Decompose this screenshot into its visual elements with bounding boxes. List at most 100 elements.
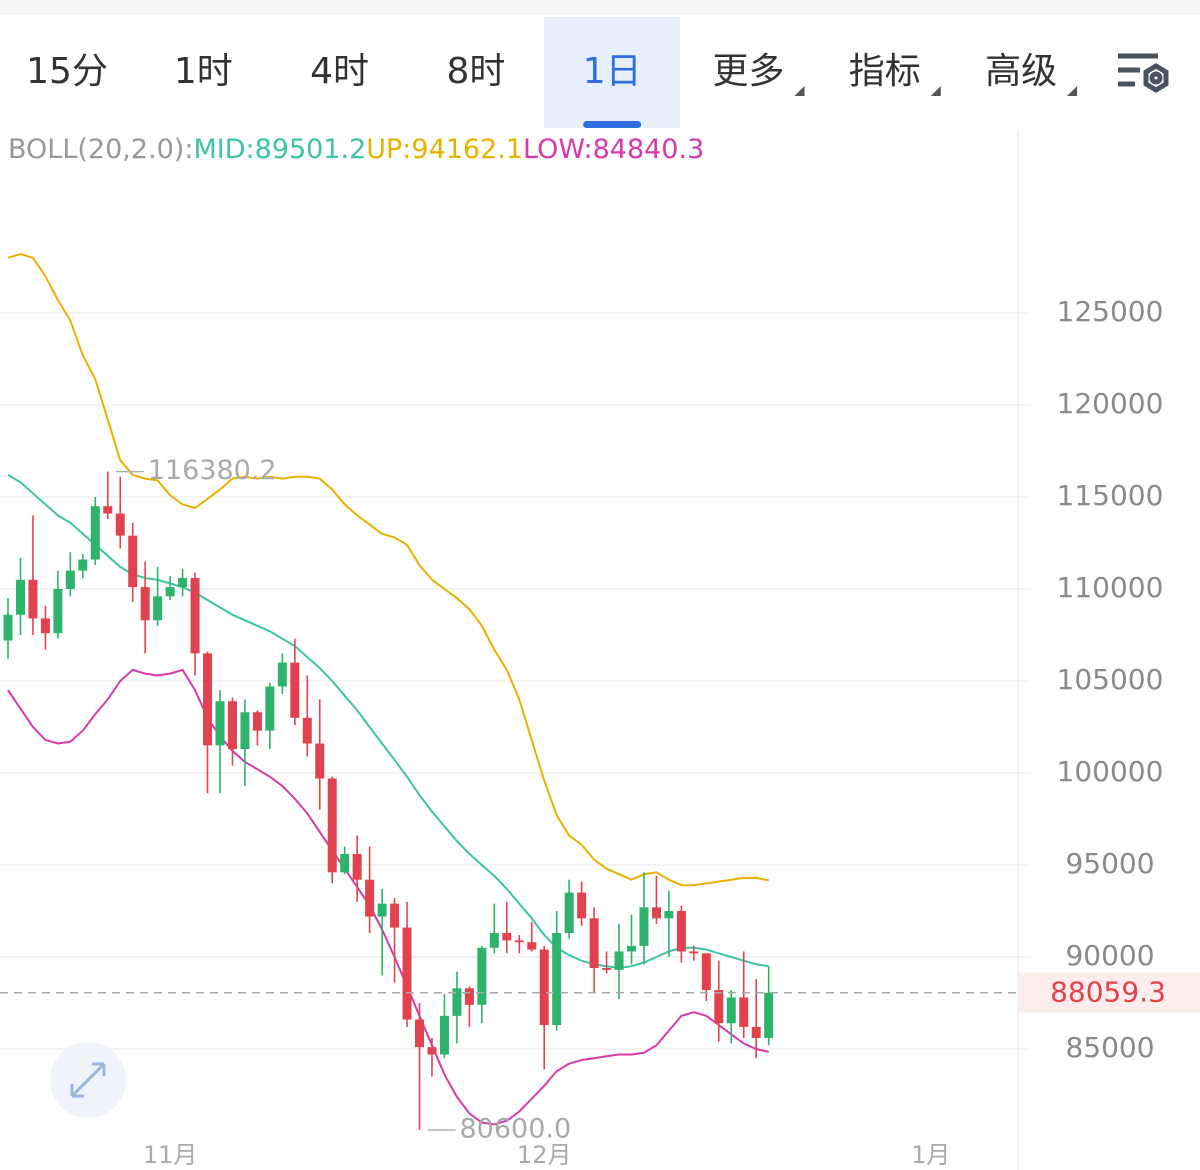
tab-bar: 15分 1时 4时 8时 1日 更多 指标 高级 xyxy=(26,17,1078,128)
y-tick-label: 90000 xyxy=(1065,939,1154,972)
candle-body xyxy=(315,743,325,779)
tab-label[interactable]: 高级 xyxy=(985,51,1057,92)
candle-body xyxy=(751,1026,761,1038)
candle-body xyxy=(726,997,736,1024)
candle-body xyxy=(415,1019,425,1048)
candle-body xyxy=(527,942,537,950)
candle-body xyxy=(340,853,350,873)
tab-label[interactable]: 8时 xyxy=(446,51,505,92)
y-tick-label: 95000 xyxy=(1065,847,1154,880)
dropdown-caret xyxy=(1067,86,1078,96)
candle-body xyxy=(15,579,25,615)
candle-body xyxy=(3,614,13,641)
candle-body xyxy=(651,907,661,919)
x-tick-label: 12月 xyxy=(517,1141,572,1169)
candle-body xyxy=(302,717,312,744)
candle-body xyxy=(290,662,300,718)
candle-body xyxy=(764,992,774,1038)
candle-body xyxy=(689,951,699,954)
candle-body xyxy=(40,618,50,634)
tab-active-bg xyxy=(544,17,681,128)
x-tick-label: 1月 xyxy=(911,1141,950,1169)
candle-body xyxy=(714,990,724,1024)
x-tick-label: 11月 xyxy=(143,1141,198,1169)
indicator-text: 84840.3 xyxy=(593,134,705,165)
candle-body xyxy=(477,947,487,1005)
candle-body xyxy=(140,587,150,621)
indicator-text: UP: xyxy=(366,134,411,165)
y-tick-label: 85000 xyxy=(1065,1031,1154,1064)
candle-body xyxy=(627,945,636,952)
tab-label[interactable]: 更多 xyxy=(712,51,784,92)
indicator-text: LOW: xyxy=(523,134,593,165)
indicator-text: 94162.1 xyxy=(411,134,523,165)
candle-body xyxy=(165,587,175,597)
tab-label[interactable]: 1日 xyxy=(583,51,642,92)
candle-body xyxy=(178,577,188,588)
candle-body xyxy=(514,940,524,943)
candle-body xyxy=(265,686,275,731)
candle-body xyxy=(564,892,574,934)
candle-body xyxy=(639,907,649,946)
expand-arrows xyxy=(70,1062,106,1098)
candle-body xyxy=(28,579,38,619)
icon-hex xyxy=(1143,63,1169,93)
candle-body xyxy=(203,653,213,746)
indicator-text: BOLL(20,2.0): xyxy=(8,134,193,165)
candle-body xyxy=(78,559,88,571)
candle-body xyxy=(128,535,138,588)
candle-body xyxy=(53,588,63,634)
candle-body xyxy=(65,570,75,589)
tab-label[interactable]: 指标 xyxy=(849,51,921,92)
dropdown-caret xyxy=(794,86,805,96)
candle-body xyxy=(464,988,474,1005)
candle-body xyxy=(103,506,113,514)
status-strip xyxy=(0,0,1200,15)
settings-icon[interactable] xyxy=(1118,53,1169,93)
candle-body xyxy=(427,1047,437,1055)
candle-body xyxy=(676,910,686,952)
candle-body xyxy=(552,933,562,1026)
candle-body xyxy=(277,662,287,687)
candle-body xyxy=(589,918,599,969)
candle-body xyxy=(439,1015,449,1055)
candle-body xyxy=(452,988,462,1016)
candle-body xyxy=(227,701,237,750)
tab-active-underline xyxy=(583,121,642,128)
tab-label[interactable]: 1时 xyxy=(174,51,233,92)
indicator-text: 89501.2 xyxy=(255,134,367,165)
icon-dot xyxy=(1149,71,1163,85)
y-tick-label: 110000 xyxy=(1057,571,1164,604)
tab-label[interactable]: 4时 xyxy=(310,51,369,92)
boll-line xyxy=(7,668,769,1126)
candle-body xyxy=(502,933,512,941)
candle-body xyxy=(215,701,225,746)
dropdown-caret xyxy=(930,86,941,96)
candle-body xyxy=(402,927,412,1020)
candle-body xyxy=(539,949,549,1026)
candle-body xyxy=(365,879,375,917)
min-label: 80600.0 xyxy=(460,1113,572,1144)
tab-label[interactable]: 15分 xyxy=(26,51,108,92)
candle-body xyxy=(614,951,624,970)
boll-line xyxy=(7,253,769,887)
candle-body xyxy=(115,513,125,536)
boll-line xyxy=(7,474,769,970)
candle-body xyxy=(240,712,250,750)
candle-body xyxy=(489,933,499,948)
candle-body xyxy=(377,903,387,917)
candle-body xyxy=(252,712,262,731)
expand-button[interactable] xyxy=(50,1042,126,1118)
candle-body xyxy=(664,910,674,919)
max-label: 116380.2 xyxy=(148,455,277,486)
candle-body xyxy=(153,596,163,621)
candle-body xyxy=(577,892,587,919)
last-price-label: 88059.3 xyxy=(1050,976,1166,1009)
candle-body xyxy=(90,506,100,560)
candle-body xyxy=(190,577,200,654)
y-tick-label: 115000 xyxy=(1057,479,1164,512)
candle-body xyxy=(390,903,400,928)
indicator-text: MID: xyxy=(193,134,254,165)
